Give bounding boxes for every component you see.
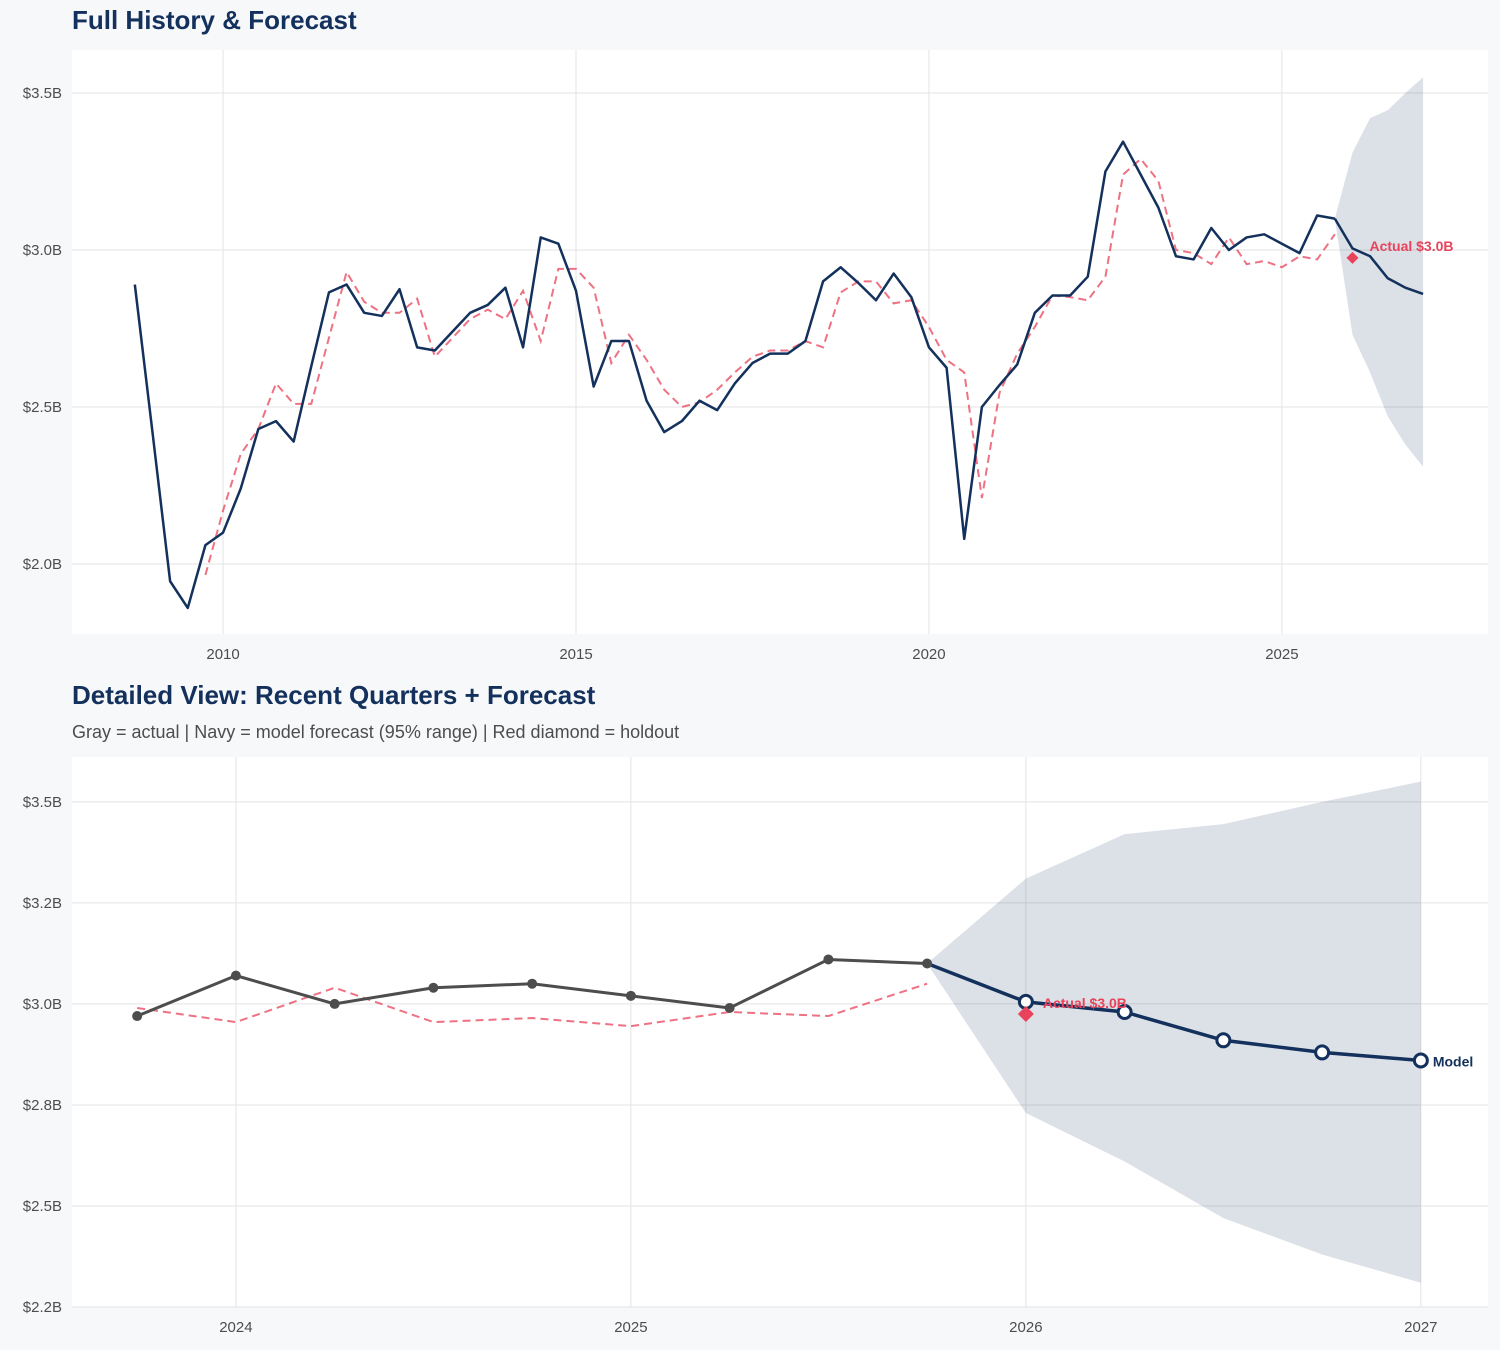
- y-tick-label: $3.0B: [23, 242, 62, 259]
- forecast-point: [1314, 1044, 1331, 1061]
- plot-area: [72, 757, 1488, 1307]
- actual-point: [230, 970, 241, 981]
- y-tick-label: $3.2B: [23, 895, 62, 912]
- x-tick-label: 2010: [206, 646, 239, 663]
- actual-point: [428, 982, 439, 993]
- fitted-line: [204, 157, 1336, 576]
- y-tick-label: $2.2B: [23, 1299, 62, 1316]
- forecast-point: [1215, 1032, 1232, 1049]
- holdout-diamond: [1017, 1006, 1034, 1023]
- top-chart-title: Full History & Forecast: [72, 5, 357, 35]
- forecast-95-range-band: [927, 781, 1421, 1283]
- x-tick-label: 2025: [1265, 646, 1298, 663]
- y-tick-label: $2.8B: [23, 1097, 62, 1114]
- actual-point: [625, 990, 636, 1001]
- forecast-line: [926, 961, 1421, 1063]
- x-tick-label: 2027: [1404, 1319, 1437, 1336]
- forecast-point: [1412, 1052, 1429, 1069]
- forecast-point: [1116, 1003, 1133, 1020]
- plot-area: [72, 50, 1488, 634]
- y-tick-label: $2.0B: [23, 556, 62, 573]
- full-history-chart: 2010 2015 2020 2025 $2.0B $2.5B $3.0B $3.5B Actu…: [23, 50, 1488, 663]
- actual-point: [922, 958, 933, 969]
- y-tick-label: $2.5B: [23, 1198, 62, 1215]
- actual-point: [823, 954, 834, 965]
- actual-point: [132, 1011, 143, 1022]
- fitted-line: [137, 982, 928, 1028]
- actual-line: [133, 140, 1336, 610]
- x-tick-label: 2024: [219, 1319, 252, 1336]
- bottom-chart-title: Detailed View: Recent Quarters + Forecas…: [72, 680, 596, 710]
- x-tick-label: 2025: [614, 1319, 647, 1336]
- forecast-label: Model: [1433, 1053, 1473, 1069]
- actual-point: [527, 978, 538, 989]
- x-tick-label: 2020: [912, 646, 945, 663]
- actual-point: [329, 998, 340, 1009]
- holdout-label: Actual $3.0B: [1043, 995, 1127, 1011]
- forecast-line: [1333, 217, 1424, 296]
- holdout-label: Actual $3.0B: [1369, 238, 1453, 254]
- x-tick-label: 2026: [1009, 1319, 1042, 1336]
- actual-point: [724, 1002, 735, 1013]
- y-tick-label: $3.5B: [23, 85, 62, 102]
- bottom-chart-subtitle: Gray = actual | Navy = model forecast (9…: [72, 722, 680, 742]
- y-tick-label: $2.5B: [23, 399, 62, 416]
- x-tick-label: 2015: [559, 646, 592, 663]
- holdout-diamond: [1346, 251, 1359, 264]
- forecast-95-range-band: [1334, 77, 1424, 467]
- y-tick-label: $3.0B: [23, 996, 62, 1013]
- y-tick-label: $3.5B: [23, 794, 62, 811]
